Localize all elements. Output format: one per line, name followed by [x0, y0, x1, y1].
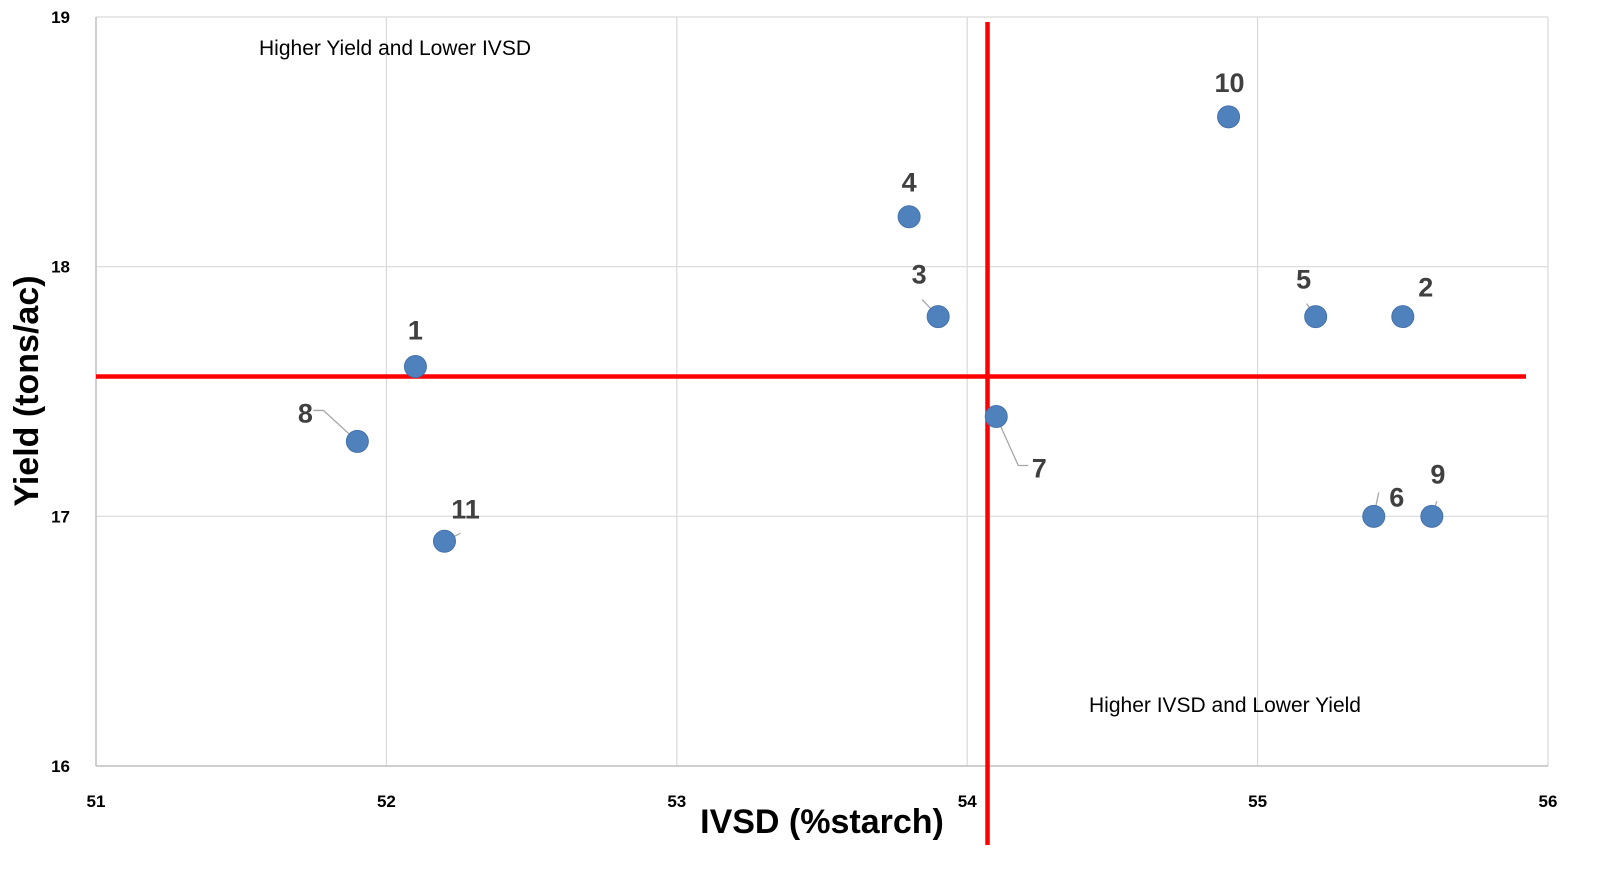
point-label-10: 10: [1215, 68, 1245, 98]
y-tick-label: 17: [51, 507, 70, 526]
leader-lines: [313, 299, 1438, 542]
data-point-2: [1391, 305, 1415, 329]
x-tick-label: 55: [1248, 792, 1267, 811]
leader-line: [313, 409, 358, 442]
point-label-7: 7: [1032, 453, 1047, 483]
x-tick-label: 51: [87, 792, 106, 811]
point-label-3: 3: [912, 260, 927, 290]
annotation-lower-right: Higher IVSD and Lower Yield: [1089, 694, 1361, 717]
point-label-6: 6: [1389, 482, 1404, 512]
y-axis-title: Yield (tons/ac): [8, 275, 46, 506]
data-point-7: [984, 404, 1008, 428]
x-tick-label: 54: [958, 792, 977, 811]
data-point-3: [926, 305, 950, 329]
point-label-2: 2: [1418, 273, 1433, 303]
data-point-11: [432, 529, 456, 553]
data-point-6: [1362, 504, 1386, 528]
data-point-1: [403, 355, 427, 379]
x-tick-label: 52: [377, 792, 396, 811]
y-tick-label: 18: [51, 258, 70, 277]
data-point-8: [345, 429, 369, 453]
y-tick-label: 16: [51, 757, 70, 776]
reference-lines: [96, 22, 1526, 845]
gridlines: [96, 16, 1549, 766]
data-points: [345, 105, 1444, 553]
x-tick-label: 53: [667, 792, 686, 811]
point-label-4: 4: [902, 168, 917, 198]
point-label-11: 11: [451, 494, 480, 524]
y-tick-label: 19: [51, 8, 70, 27]
data-point-5: [1304, 305, 1328, 329]
point-label-9: 9: [1430, 459, 1445, 489]
data-point-4: [897, 205, 921, 229]
x-axis-title: IVSD (%starch): [700, 803, 944, 841]
axes: [95, 17, 1548, 767]
annotation-upper-left: Higher Yield and Lower IVSD: [259, 37, 531, 60]
point-labels: 1 2 3 4 5 6 7 8 9 10 11: [298, 68, 1446, 524]
leader-line: [995, 416, 1029, 467]
data-point-9: [1420, 504, 1444, 528]
data-point-10: [1217, 105, 1241, 129]
point-label-8: 8: [298, 398, 313, 428]
x-tick-label: 56: [1539, 792, 1558, 811]
point-label-5: 5: [1296, 265, 1311, 295]
point-label-1: 1: [408, 316, 423, 346]
